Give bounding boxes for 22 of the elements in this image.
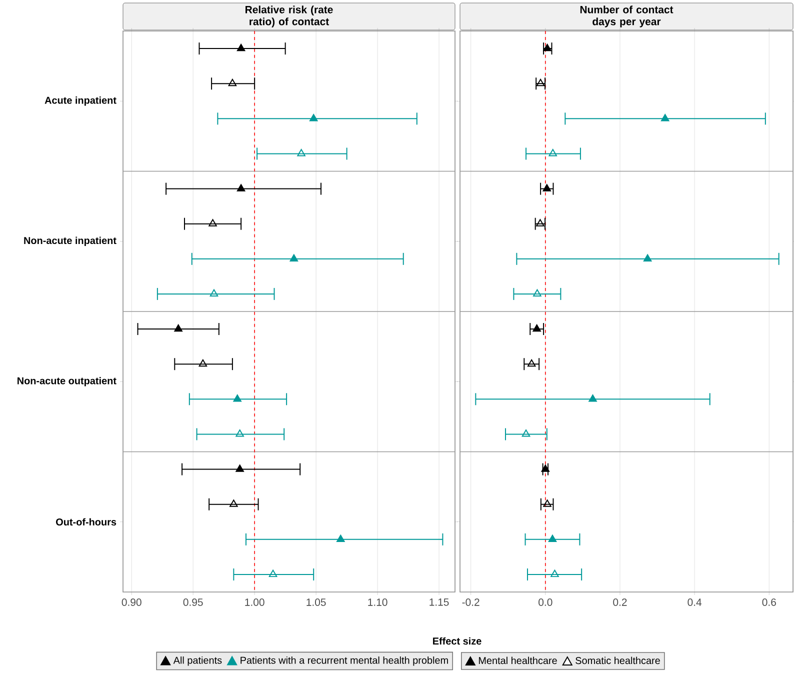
x-axis-title: Effect size — [433, 637, 482, 645]
y-tick-label: Non-acute outpatient — [18, 376, 116, 386]
x-tick-label: 1.05 — [306, 598, 326, 606]
x-tick-label: 0.90 — [122, 598, 142, 606]
chart-title: Number of contact days per year — [580, 6, 674, 28]
text: All patients — [173, 656, 222, 666]
chart-title: Relative risk (rate ratio) of contact — [246, 6, 333, 28]
text: Mental healthcare — [478, 656, 557, 664]
text: Patients with a recurrent mental health problem — [240, 656, 448, 666]
y-tick-label: Out-of-hours — [56, 518, 116, 526]
x-tick-label: 0.2 — [613, 598, 627, 606]
x-tick-label: 1.15 — [430, 598, 449, 606]
x-tick-label: 0.6 — [762, 598, 776, 606]
x-tick-label: 0.4 — [688, 598, 702, 606]
x-tick-label: 0.0 — [538, 598, 552, 606]
y-tick-label: Acute inpatient — [44, 96, 116, 106]
x-tick-label: 1.10 — [368, 598, 388, 606]
x-tick-label: 1.00 — [245, 598, 264, 606]
x-tick-label: 0.95 — [183, 598, 203, 606]
y-tick-label: Non-acute inpatient — [24, 236, 116, 246]
x-tick-label: -0.2 — [462, 598, 480, 606]
text: Somatic healthcare — [576, 656, 660, 664]
